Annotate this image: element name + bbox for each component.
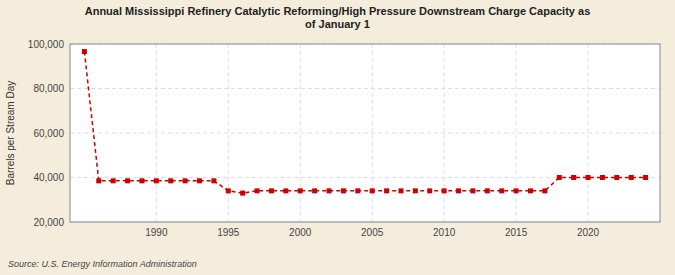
y-tick-label: 100,000	[28, 39, 65, 50]
plot-area	[70, 44, 660, 222]
marker	[82, 49, 87, 54]
series	[82, 49, 648, 196]
y-tick-label: 80,000	[33, 83, 64, 94]
x-tick-label: 1995	[217, 227, 240, 238]
x-tick-label: 2015	[505, 227, 528, 238]
marker	[96, 178, 101, 183]
marker	[298, 188, 303, 193]
y-axis-label: Barrels per Stream Day	[5, 81, 16, 185]
marker	[427, 188, 432, 193]
marker	[168, 178, 173, 183]
marker	[643, 175, 648, 180]
x-tick-label: 2000	[289, 227, 312, 238]
marker	[341, 188, 346, 193]
line	[84, 52, 645, 194]
marker	[571, 175, 576, 180]
marker	[600, 175, 605, 180]
grid-line-y	[70, 88, 660, 89]
marker	[557, 175, 562, 180]
grid-line-x	[156, 44, 157, 222]
marker	[485, 188, 490, 193]
marker	[528, 188, 533, 193]
marker	[154, 178, 159, 183]
y-tick-label: 60,000	[33, 128, 64, 139]
grid-line-y	[70, 133, 660, 134]
marker	[255, 188, 260, 193]
y-tick-label: 20,000	[33, 217, 64, 228]
marker	[240, 191, 245, 196]
background	[0, 0, 675, 275]
chart: Annual Mississippi Refinery Catalytic Re…	[0, 0, 675, 275]
marker	[413, 188, 418, 193]
marker	[586, 175, 591, 180]
marker	[139, 178, 144, 183]
x-tick-label: 2010	[433, 227, 456, 238]
marker	[614, 175, 619, 180]
marker	[355, 188, 360, 193]
marker	[211, 178, 216, 183]
marker	[312, 188, 317, 193]
marker	[111, 178, 116, 183]
marker	[514, 188, 519, 193]
grid-line-x	[444, 44, 445, 222]
x-tick-label: 2020	[577, 227, 600, 238]
marker	[456, 188, 461, 193]
marker	[629, 175, 634, 180]
plot-frame	[70, 44, 660, 222]
marker	[542, 188, 547, 193]
grid-line-x	[372, 44, 373, 222]
x-tick-label: 2005	[361, 227, 384, 238]
y-tick-label: 40,000	[33, 172, 64, 183]
marker	[442, 188, 447, 193]
marker	[226, 188, 231, 193]
grid-line-x	[516, 44, 517, 222]
grid-line-x	[228, 44, 229, 222]
marker	[125, 178, 130, 183]
marker	[269, 188, 274, 193]
source-note: Source: U.S. Energy Information Administ…	[8, 259, 197, 269]
marker	[470, 188, 475, 193]
grid	[70, 44, 660, 222]
marker	[183, 178, 188, 183]
marker	[384, 188, 389, 193]
title: Annual Mississippi Refinery Catalytic Re…	[85, 5, 591, 30]
marker	[327, 188, 332, 193]
marker	[283, 188, 288, 193]
marker	[398, 188, 403, 193]
marker	[499, 188, 504, 193]
marker	[370, 188, 375, 193]
x-tick-label: 1990	[145, 227, 168, 238]
grid-line-x	[300, 44, 301, 222]
marker	[197, 178, 202, 183]
grid-line-x	[588, 44, 589, 222]
